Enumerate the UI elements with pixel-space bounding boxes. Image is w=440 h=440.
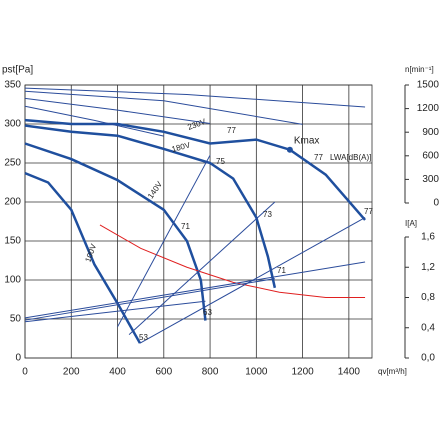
y3-tick-label: 0,0 [421,353,435,364]
y2-tick-label: 0 [433,198,439,209]
curve [24,90,303,125]
y3-tick-label: 1,2 [421,262,435,273]
noise-label: 75 [216,157,225,166]
y3-tick-label: 0,4 [421,322,435,333]
curve [139,217,366,344]
x-tick-label: 400 [109,367,126,378]
noise-label: 77 [314,153,323,162]
y-tick-label: 50 [10,314,22,325]
y3-tick-label: 1,6 [421,232,435,243]
y2-axis-title: n[min⁻¹] [405,65,434,74]
x-tick-label: 1400 [338,367,361,378]
curve [24,97,211,125]
y3-tick-label: 0,8 [421,292,435,303]
y2-tick-label: 1200 [417,103,440,114]
noise-label: 73 [263,210,272,219]
y-tick-label: 0 [15,353,21,364]
x-tick-label: 1200 [291,367,314,378]
curve [24,87,366,108]
y-axis-title: pst[Pa] [2,65,33,76]
x-axis-title: qv[m³/h] [378,367,407,376]
pressure-curve [24,124,277,289]
x-tick-label: 1000 [245,367,268,378]
kmax-point [286,146,293,153]
y2-tick-label: 900 [422,127,439,138]
y2-tick-label: 600 [422,150,439,161]
y-tick-label: 150 [4,236,21,247]
x-tick-label: 200 [63,367,80,378]
curve [24,278,275,321]
curve [99,224,366,298]
noise-label: 77 [364,207,373,216]
curve [24,261,366,319]
x-tick-label: 600 [155,367,172,378]
noise-label: 77 [227,126,236,135]
x-tick-label: 800 [202,367,219,378]
curve-label: 180V [171,140,192,154]
y2-tick-label: 300 [422,174,439,185]
curve [117,154,211,328]
plot-frame [24,84,373,359]
y3-axis-title: I[A] [405,219,417,228]
y-tick-label: 200 [4,197,21,208]
noise-label: 63 [203,308,212,317]
curve [24,300,206,323]
pressure-curve [24,142,207,321]
y-tick-label: 250 [4,158,21,169]
y2-tick-label: 1500 [417,80,440,91]
noise-title: LWA[dB(A)] [330,153,371,162]
curve-label: 140V [146,179,164,200]
noise-label: 53 [139,333,148,342]
pressure-curve [24,118,367,221]
curve [128,201,276,335]
y-tick-label: 300 [4,119,21,130]
y-tick-label: 100 [4,275,21,286]
noise-label: 71 [181,222,190,231]
noise-label: 71 [277,266,286,275]
curve [24,105,164,137]
x-tick-label: 0 [22,367,28,378]
curve-label: 230V [186,117,207,132]
kmax-label: Kmax [294,135,320,146]
pressure-curve [24,171,142,344]
y-tick-label: 350 [4,80,21,91]
